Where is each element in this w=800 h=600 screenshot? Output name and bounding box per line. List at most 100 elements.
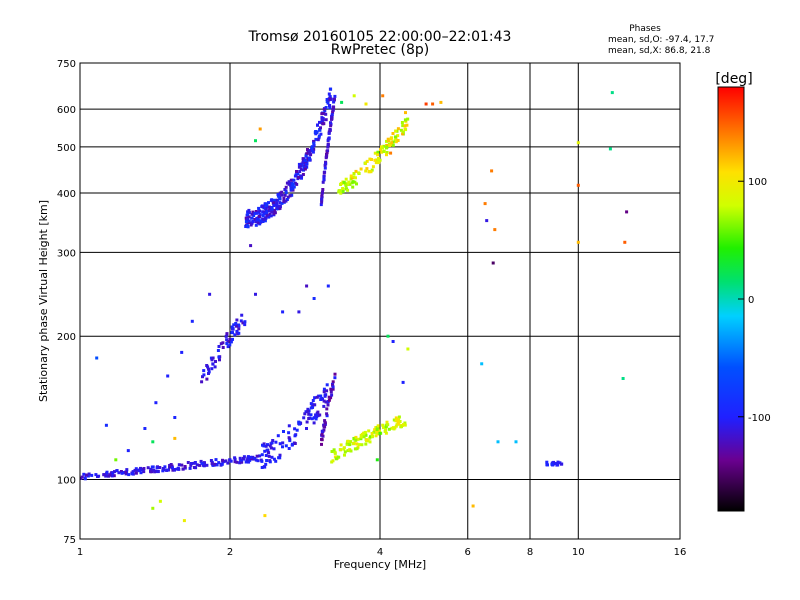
f2-riser-point (325, 153, 329, 157)
f-scatter-point (217, 345, 221, 348)
f2-o-point (296, 172, 300, 176)
y-tick-label: 75 (63, 535, 76, 546)
isolated-point (104, 423, 108, 427)
f-scatter-point (230, 331, 234, 335)
data-points (80, 87, 629, 523)
f1-o-point (325, 389, 329, 393)
f-scatter-point (207, 367, 210, 371)
e-layer-point (199, 459, 203, 463)
f2-o-point (253, 218, 257, 221)
f1-o-point (293, 427, 297, 431)
f1-o-point (313, 396, 317, 400)
f1-x-point (342, 447, 346, 451)
f2-x-point (380, 150, 384, 154)
f2-o-point (278, 201, 282, 205)
f2-o-point (244, 220, 248, 223)
f2-o-point (283, 193, 287, 197)
e-layer-point (242, 455, 246, 459)
y-tick-label: 400 (57, 189, 76, 200)
sporadic-point (556, 460, 560, 464)
f1-x-point (360, 443, 364, 447)
f1-x-point (364, 442, 368, 446)
f-scatter-point (231, 337, 234, 341)
f2-o-point (305, 165, 309, 169)
e-layer-point (161, 467, 165, 470)
f2-riser-point (333, 94, 337, 98)
e-layer-point (105, 470, 109, 474)
isolated-point (364, 102, 368, 106)
f2-x-point (404, 128, 408, 132)
f-scatter-point (237, 323, 240, 327)
f2-o-point (283, 188, 287, 191)
e-layer-point (136, 468, 139, 472)
e-layer-point (146, 466, 150, 470)
f2-o-point (250, 212, 254, 216)
f2-o-point (328, 95, 332, 98)
isolated-point (625, 210, 629, 214)
e-layer-point (115, 469, 119, 473)
f1-x-point (346, 439, 350, 443)
colorbar-label: [deg] (715, 71, 752, 87)
f1-x-point (371, 434, 374, 438)
f2-riser-point (319, 203, 323, 207)
e-layer-point (161, 469, 165, 473)
f1-riser-point (320, 429, 324, 433)
f2-x-point (344, 182, 348, 186)
f1-o-point (260, 466, 264, 469)
e-layer-point (183, 465, 187, 468)
isolated-point (576, 240, 580, 244)
f1-x-point (349, 449, 353, 453)
e-layer-point (202, 464, 206, 468)
y-tick-label: 750 (57, 59, 76, 70)
f2-o-point (312, 147, 316, 151)
sporadic-point (560, 462, 563, 466)
f1-o-point (321, 397, 324, 401)
f-scatter-point (202, 369, 206, 373)
f2-x-point (370, 168, 374, 172)
e-layer-point (258, 454, 262, 458)
f2-o-point (320, 117, 324, 121)
f1-x-point (397, 422, 401, 426)
f2-x-point (385, 146, 388, 150)
e-layer-point (245, 458, 249, 462)
f1-x-point (398, 420, 402, 423)
f2-o-point (251, 210, 255, 214)
f2-x-point (381, 146, 385, 150)
f2-x-point (347, 180, 351, 184)
f2-x-point (401, 132, 405, 136)
f2-o-point (276, 193, 280, 196)
sporadic-point (558, 461, 562, 465)
isolated-point (190, 319, 194, 323)
isolated-point (381, 94, 385, 98)
f2-o-point (284, 185, 288, 189)
isolated-point (297, 310, 301, 314)
f2-x-point (406, 117, 410, 121)
f1-o-point (314, 417, 318, 421)
f2-riser-point (321, 188, 325, 191)
e-layer-point (203, 461, 206, 465)
f1-o-point (298, 422, 301, 426)
f2-x-point (349, 174, 353, 178)
f-scatter-point (214, 360, 217, 363)
isolated-point (173, 436, 177, 440)
f1-riser-point (327, 398, 331, 402)
f1-o-point (264, 462, 268, 466)
f1-o-point (290, 443, 294, 447)
f2-x-point (344, 184, 348, 188)
f1-o-point (323, 393, 327, 397)
f2-x-point (401, 124, 405, 128)
f2-o-point (295, 170, 298, 173)
x-tick-label: 10 (572, 547, 585, 558)
f2-o-point (326, 101, 330, 105)
f2-o-point (278, 206, 282, 210)
e-layer-point (248, 458, 252, 462)
f2-x-point (353, 180, 357, 184)
f2-o-point (288, 194, 292, 198)
x-tick-label: 2 (227, 547, 233, 558)
e-layer-point (180, 463, 184, 467)
isolated-point (391, 340, 395, 343)
e-layer-point (192, 466, 196, 469)
f-scatter-point (234, 322, 238, 325)
f2-o-point (318, 128, 322, 132)
f-scatter-point (221, 346, 225, 349)
